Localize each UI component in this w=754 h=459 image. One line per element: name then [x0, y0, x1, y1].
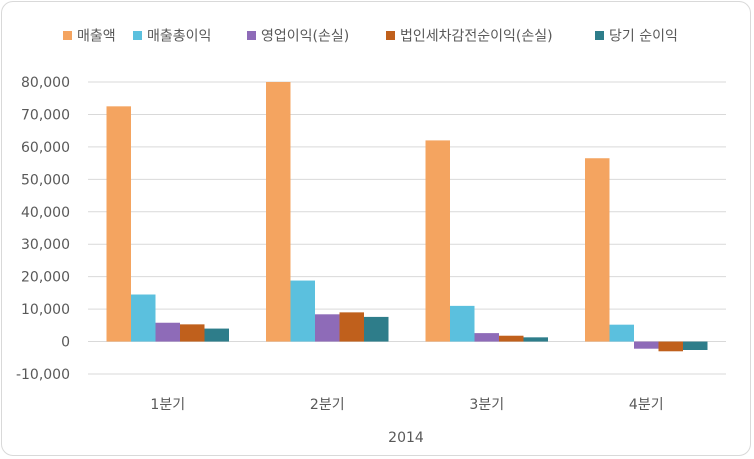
bar — [683, 341, 708, 350]
y-tick-label: 0 — [61, 335, 70, 351]
bar — [106, 106, 131, 342]
bars — [106, 82, 708, 352]
legend-swatch — [133, 31, 142, 40]
bar — [180, 324, 205, 342]
legend-swatch — [595, 31, 604, 40]
legend-label: 법인세차감전순이익(손실) — [400, 29, 553, 45]
x-tick-label: 3분기 — [469, 397, 504, 413]
bar — [204, 328, 229, 342]
y-tick-label: 40,000 — [21, 205, 70, 221]
bar — [290, 280, 315, 342]
y-tick-label: 20,000 — [21, 270, 70, 286]
x-tick-label: 4분기 — [629, 397, 664, 413]
bar — [634, 341, 659, 349]
y-tick-label: 10,000 — [21, 302, 70, 318]
legend-swatch — [247, 31, 256, 40]
bar — [315, 314, 340, 342]
bar — [658, 341, 683, 352]
x-axis-ticks: 1분기 2분기 3분기 4분기 — [150, 397, 663, 413]
y-tick-label: 30,000 — [21, 237, 70, 253]
bar — [450, 305, 475, 342]
bar — [609, 324, 634, 342]
bar — [523, 337, 548, 342]
bar — [499, 335, 524, 342]
legend-label: 영업이익(손실) — [261, 29, 349, 45]
legend-swatch — [63, 31, 72, 40]
bar — [266, 82, 291, 342]
y-axis-ticks: 80,000 70,000 60,000 50,000 40,000 30,000 20,0… — [16, 75, 70, 383]
x-tick-label: 1분기 — [150, 397, 185, 413]
bar — [364, 316, 389, 342]
bar — [339, 312, 364, 342]
y-tick-label: -10,000 — [16, 367, 70, 383]
bar — [585, 158, 610, 342]
y-tick-label: 80,000 — [21, 75, 70, 91]
legend-label: 매출액 — [77, 29, 116, 45]
bar — [155, 322, 180, 342]
y-tick-label: 60,000 — [21, 140, 70, 156]
legend-swatch — [386, 31, 395, 40]
legend: 매출액 매출총이익 영업이익(손실) 법인세차감전순이익(손실) 당기 순이익 — [63, 29, 678, 45]
bar — [425, 140, 450, 342]
x-axis-group-label: 2014 — [388, 430, 424, 446]
bar — [474, 333, 499, 342]
legend-label: 매출총이익 — [147, 29, 211, 45]
legend-label: 당기 순이익 — [609, 29, 678, 45]
y-tick-label: 70,000 — [21, 107, 70, 123]
y-tick-label: 50,000 — [21, 172, 70, 188]
bar — [131, 294, 156, 342]
x-tick-label: 2분기 — [310, 397, 345, 413]
